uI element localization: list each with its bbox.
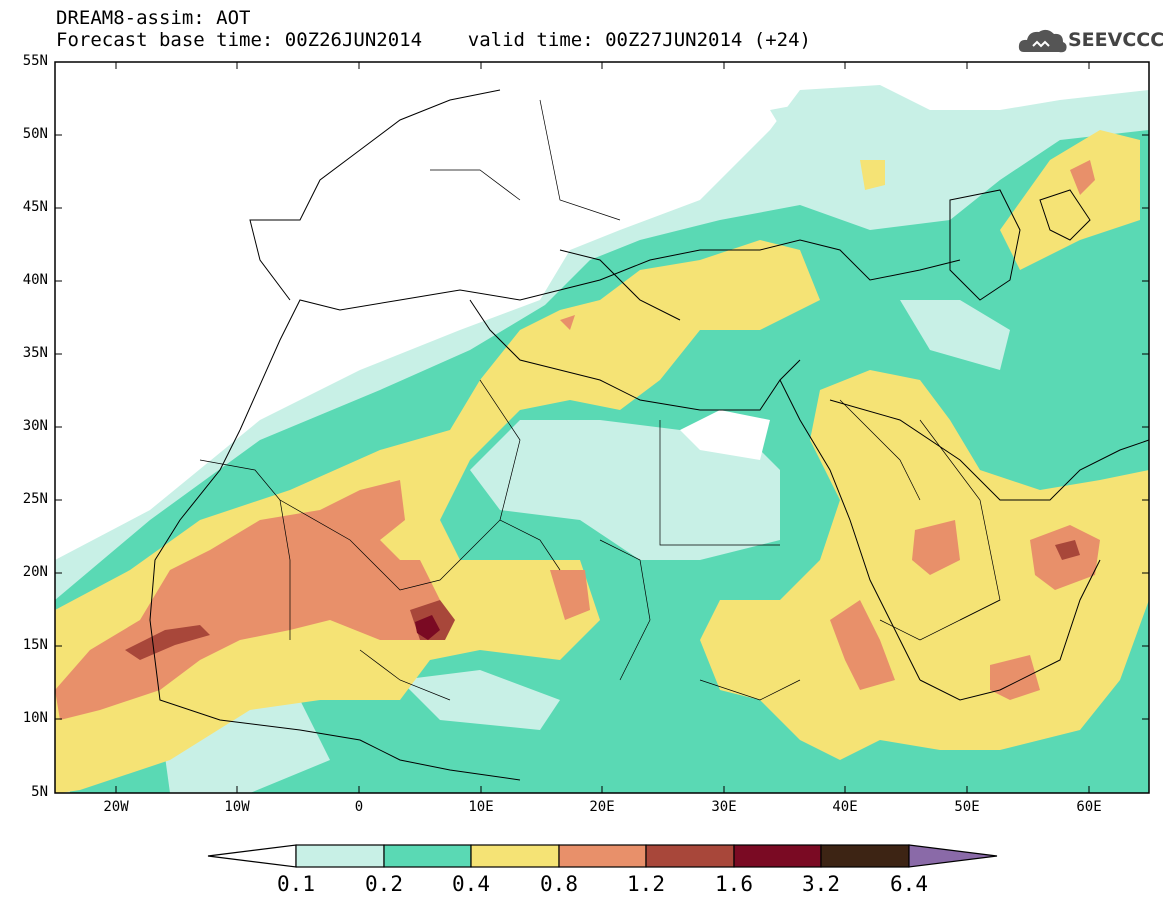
lat-label: 25N <box>22 491 48 507</box>
lon-label: 20W <box>103 799 129 815</box>
colorbar <box>207 844 998 868</box>
lon-label: 20E <box>589 799 615 815</box>
borders <box>199 99 1001 701</box>
colorbar-segment <box>470 844 560 868</box>
colorbar-segment <box>733 844 822 868</box>
colorbar-label: 0.8 <box>540 872 578 896</box>
logo-text: SEEVCCC <box>1068 29 1165 51</box>
colorbar-arrow-high <box>908 844 998 868</box>
cloud-icon <box>1018 29 1067 53</box>
colorbar-label: 0.2 <box>365 872 403 896</box>
lon-label: 0 <box>354 799 364 815</box>
colorbar-label: 1.6 <box>715 872 753 896</box>
colorbar-label: 0.4 <box>452 872 490 896</box>
aot-field <box>55 62 1149 793</box>
colorbar-segment <box>383 844 472 868</box>
axis-ticks <box>55 61 1149 793</box>
lon-label: 10W <box>224 799 250 815</box>
colorbar-label: 6.4 <box>890 872 928 896</box>
colorbar-segment <box>645 844 735 868</box>
lon-label: 10E <box>468 799 494 815</box>
forecast-time-line: Forecast base time: 00Z26JUN2014 valid t… <box>56 29 811 51</box>
lat-label: 55N <box>22 53 48 69</box>
lat-label: 20N <box>22 564 48 580</box>
lat-label: 15N <box>22 637 48 653</box>
colorbar-arrow-low <box>207 844 297 868</box>
colorbar-label: 0.1 <box>277 872 315 896</box>
lon-label: 30E <box>711 799 737 815</box>
lon-label: 60E <box>1076 799 1102 815</box>
colorbar-label: 3.2 <box>802 872 840 896</box>
coastlines <box>149 89 1149 781</box>
lat-label: 45N <box>22 199 48 215</box>
colorbar-segment <box>558 844 647 868</box>
colorbar-segment <box>820 844 910 868</box>
lat-label: 50N <box>22 126 48 142</box>
lon-label: 50E <box>954 799 980 815</box>
lat-label: 40N <box>22 272 48 288</box>
lat-label: 10N <box>22 710 48 726</box>
lon-label: 40E <box>832 799 858 815</box>
colorbar-label: 1.2 <box>627 872 665 896</box>
lat-label: 30N <box>22 418 48 434</box>
colorbar-segment <box>295 844 385 868</box>
lat-label: 35N <box>22 345 48 361</box>
map-title: DREAM8-assim: AOT <box>56 7 251 29</box>
lat-label: 5N <box>31 784 48 800</box>
